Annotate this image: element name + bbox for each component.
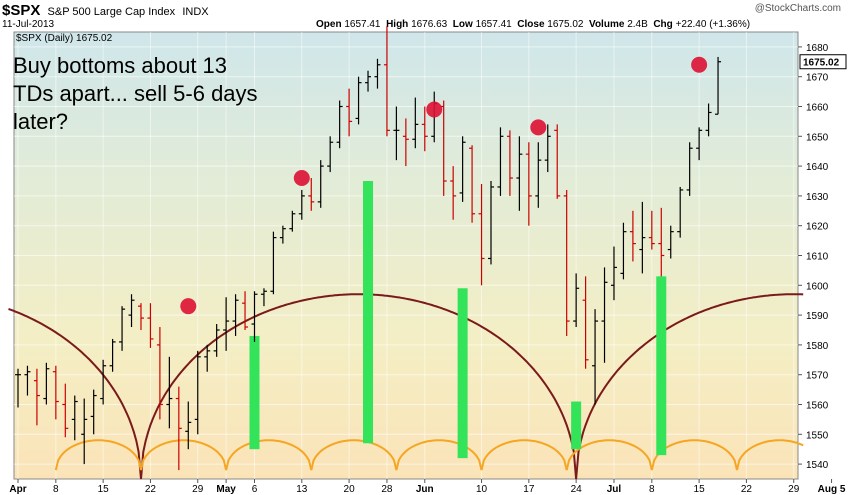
stockcharts-credit: @StockCharts.com [754,3,841,14]
y-tick-label: 1670 [806,73,829,84]
small-cycle-arc [54,439,142,471]
volume-label: Volume [589,19,625,30]
small-cycle-arc [480,439,568,471]
chg-label: Chg [653,19,673,30]
x-tick-label: 8 [53,484,59,495]
high-label: High [386,19,409,30]
high-value: 1676.63 [411,19,448,30]
sell-marker [691,56,708,73]
x-tick-label: 8 [649,484,655,495]
sell-marker [293,170,310,187]
x-tick-label: 15 [98,484,110,495]
close-value: 1675.02 [547,19,584,30]
y-tick-label: 1600 [806,281,829,292]
chart-header: $SPX S&P 500 Large Cap Index INDX 11-Jul… [0,0,849,32]
x-tick-label: 10 [476,484,488,495]
sell-marker [426,101,443,118]
y-tick-label: 1650 [806,132,829,143]
x-tick-label: 29 [192,484,204,495]
y-tick-label: 1630 [806,192,829,203]
volume-value: 2.4B [627,19,648,30]
large-cycle-arc [8,308,142,480]
x-tick-label: May [216,484,236,495]
large-cycle-arc [575,293,804,480]
symbol-title: $SPX S&P 500 Large Cap Index INDX [2,2,209,19]
ohlc-readout: Open 1657.41 High 1676.63 Low 1657.41 Cl… [316,19,750,30]
x-tick-label: Aug 5 [818,484,846,495]
y-tick-label: 1680 [806,43,829,54]
small-cycle-arc [225,439,313,471]
open-value: 1657.41 [344,19,381,30]
x-tick-label: 22 [741,484,753,495]
cycle-green-bar [571,401,582,450]
sell-marker [530,119,547,136]
low-label: Low [452,19,473,30]
series-legend: $SPX (Daily) 1675.02 [16,33,113,44]
symbol-description: S&P 500 Large Cap Index [47,6,176,18]
cycle-green-bar [656,276,667,456]
y-tick-label: 1590 [806,311,829,322]
x-tick-label: Jul [607,484,622,495]
exchange: INDX [182,6,209,18]
open-label: Open [316,19,342,30]
y-tick-label: 1560 [806,401,829,412]
large-cycle-arc [140,293,578,480]
y-tick-label: 1640 [806,162,829,173]
x-tick-label: 24 [571,484,583,495]
x-tick-label: 17 [523,484,535,495]
chart-date: 11-Jul-2013 [2,19,55,30]
x-tick-label: 20 [344,484,356,495]
x-tick-label: 15 [694,484,706,495]
y-tick-label: 1660 [806,103,829,114]
low-value: 1657.41 [475,19,512,30]
small-cycle-arc [736,439,804,471]
cycle-green-bar [363,181,374,444]
y-tick-label: 1570 [806,371,829,382]
chg-value: +22.40 (+1.36%) [675,19,751,30]
last-price-label: 1675.02 [803,58,840,69]
y-tick-label: 1540 [806,460,829,471]
cycle-green-bar [249,335,260,450]
sell-marker [180,298,197,315]
x-tick-label: Apr [9,484,26,495]
cycle-green-bar [457,288,468,459]
x-tick-label: Jun [416,484,434,495]
x-tick-label: 28 [381,484,393,495]
small-cycle-arc [140,439,228,471]
close-label: Close [517,19,545,30]
y-tick-label: 1610 [806,252,829,263]
last-price-tag [799,54,847,70]
small-cycle-arc [310,439,398,471]
symbol: $SPX [2,2,41,19]
annotation-text: Buy bottoms about 13 TDs apart... sell 5… [13,53,258,134]
y-tick-label: 1620 [806,222,829,233]
x-tick-label: 29 [788,484,800,495]
x-tick-label: 13 [296,484,308,495]
x-tick-label: 22 [145,484,157,495]
y-tick-label: 1550 [806,430,829,441]
x-tick-label: 6 [252,484,258,495]
y-tick-label: 1580 [806,341,829,352]
